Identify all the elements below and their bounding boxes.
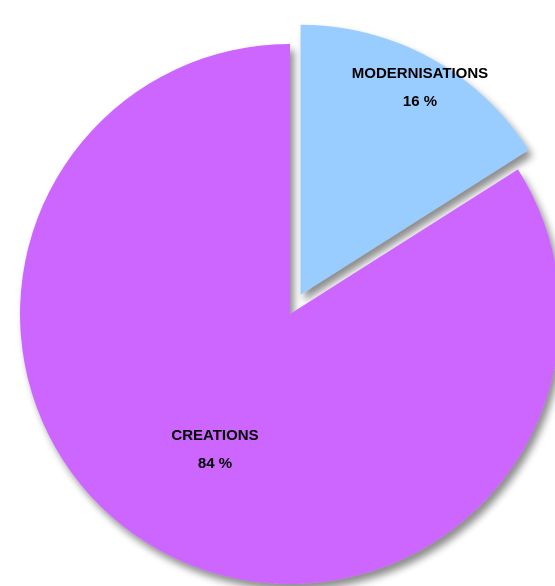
pie-slice-modernisations	[300, 24, 529, 295]
pie-slices	[20, 24, 555, 584]
pie-slice-creations	[20, 44, 555, 584]
pie-labels: MODERNISATIONS 16 % CREATIONS 84 %	[171, 65, 488, 472]
slice-label-modernisations: MODERNISATIONS	[352, 65, 488, 82]
slice-value-modernisations: 16 %	[403, 93, 437, 110]
slice-label-creations: CREATIONS	[171, 427, 258, 444]
slice-value-creations: 84 %	[198, 455, 232, 472]
